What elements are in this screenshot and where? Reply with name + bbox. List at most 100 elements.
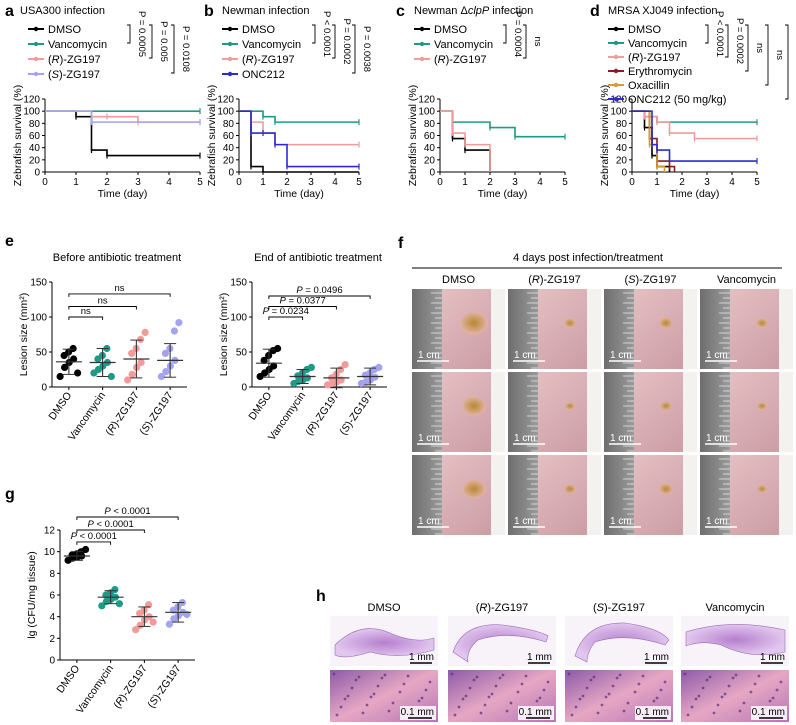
sig-bracket xyxy=(68,306,137,310)
x-tick-label: 3 xyxy=(135,177,141,188)
ruler xyxy=(412,455,442,535)
panel-title-e-right: End of antibiotic treatment xyxy=(254,252,382,264)
y-tick-label: 20 xyxy=(223,155,235,166)
nucleus xyxy=(402,682,406,686)
sig-label: P = 0.0004 xyxy=(512,11,523,57)
legend-marker xyxy=(613,82,619,88)
nucleus xyxy=(753,682,757,686)
scale-bar-label: 0.1 mm xyxy=(752,707,785,718)
lesion xyxy=(460,311,488,335)
legend-a: DMSO Vancomycin (R)-ZG197 (S)-ZG197 xyxy=(28,24,107,81)
tissue-section xyxy=(685,624,786,656)
scale-label-bg xyxy=(400,706,436,720)
fur xyxy=(779,455,793,535)
wound-photo: 1 cm xyxy=(604,372,697,452)
ruler xyxy=(604,289,634,369)
x-tick-label: 5 xyxy=(197,177,203,188)
nucleus xyxy=(346,694,350,698)
nucleus xyxy=(637,682,641,686)
nucleus xyxy=(424,688,428,692)
lesion xyxy=(660,401,672,411)
y-tick-label: 120 xyxy=(217,95,234,106)
y-axis-label: Zebrafish survival (%) xyxy=(206,85,218,187)
fur xyxy=(683,372,697,452)
sig-bracket xyxy=(725,24,729,58)
nucleus xyxy=(498,676,502,680)
sig-bracket xyxy=(312,24,316,44)
nucleus xyxy=(365,703,369,707)
histology-overview: 1 mm xyxy=(565,616,673,666)
scale-bar-label: 1 mm xyxy=(760,652,785,663)
nucleus xyxy=(357,675,361,679)
series-line-3 xyxy=(45,110,200,123)
data-point xyxy=(74,369,82,377)
series-line-4 xyxy=(632,110,666,172)
nucleus xyxy=(659,688,663,692)
nucleus xyxy=(641,674,645,678)
nucleus xyxy=(387,709,391,713)
scale-bar-label: 1 cm xyxy=(610,433,632,444)
tissue-section xyxy=(452,624,549,663)
nucleus xyxy=(757,674,761,678)
x-tick-label: 0 xyxy=(236,177,242,188)
nucleus xyxy=(585,686,589,690)
wound-photo: 1 cm xyxy=(508,289,601,369)
y-tick-label: 50 xyxy=(236,348,248,359)
y-tick-label: 0 xyxy=(49,656,55,667)
y-tick-label: 20 xyxy=(616,155,628,166)
y-axis-label: lg (CFU/mg tissue) xyxy=(26,551,38,639)
wound-photo: 1 cm xyxy=(700,455,793,535)
nucleus xyxy=(596,711,600,715)
nucleus xyxy=(406,674,410,678)
sig-bracket xyxy=(503,24,507,44)
legend-marker xyxy=(613,40,619,46)
nucleus xyxy=(567,672,571,676)
nucleus xyxy=(369,695,373,699)
nucleus xyxy=(738,709,742,713)
legend-label: ONC212 xyxy=(242,69,285,81)
nucleus xyxy=(618,673,622,677)
data-point xyxy=(111,585,119,594)
wound-photo: 1 cm xyxy=(412,289,505,369)
sig-label: ns xyxy=(754,43,765,53)
y-axis-label: Lesion size (mm²) xyxy=(218,293,230,376)
nucleus xyxy=(420,696,424,700)
legend-marker xyxy=(227,56,233,62)
data-point xyxy=(82,545,90,554)
photo-column-label: (R)-ZG197 xyxy=(528,274,581,286)
panel-title-a: USA300 infection xyxy=(20,5,105,17)
nucleus xyxy=(464,694,468,698)
histology-column-label: Vancomycin xyxy=(705,602,764,614)
nucleus xyxy=(723,692,727,696)
nucleus xyxy=(690,705,694,709)
legend-marker xyxy=(227,41,233,47)
sig-bracket xyxy=(76,516,179,520)
legend-marker xyxy=(613,54,619,60)
lesion xyxy=(564,484,576,494)
sig-label: ns xyxy=(532,36,543,46)
series-line-2 xyxy=(632,110,757,140)
histology-zoom: 0.1 mm xyxy=(448,670,556,722)
x-tick-label: DMSO xyxy=(46,390,74,423)
scale-bar-label: 1 mm xyxy=(527,652,552,663)
scale-label-bg xyxy=(518,706,554,720)
data-point xyxy=(274,344,282,353)
data-point xyxy=(270,362,278,370)
series-line-0 xyxy=(632,110,671,172)
x-tick-label: 3 xyxy=(704,177,710,188)
scale-bar-label: 1 mm xyxy=(644,652,669,663)
scale-bar-label: 1 cm xyxy=(706,516,728,527)
nucleus xyxy=(335,713,339,717)
x-tick-label: 4 xyxy=(166,177,172,188)
y-tick-label: 100 xyxy=(23,107,40,118)
nucleus xyxy=(600,703,604,707)
sig-bracket xyxy=(705,24,709,44)
nucleus xyxy=(683,672,687,676)
scale-bar-label: 1 cm xyxy=(418,350,440,361)
ruler xyxy=(412,372,442,452)
data-point xyxy=(124,376,132,384)
scale-bar-label: 0.1 mm xyxy=(636,707,669,718)
y-tick-label: 60 xyxy=(223,131,235,142)
data-point xyxy=(137,358,145,367)
